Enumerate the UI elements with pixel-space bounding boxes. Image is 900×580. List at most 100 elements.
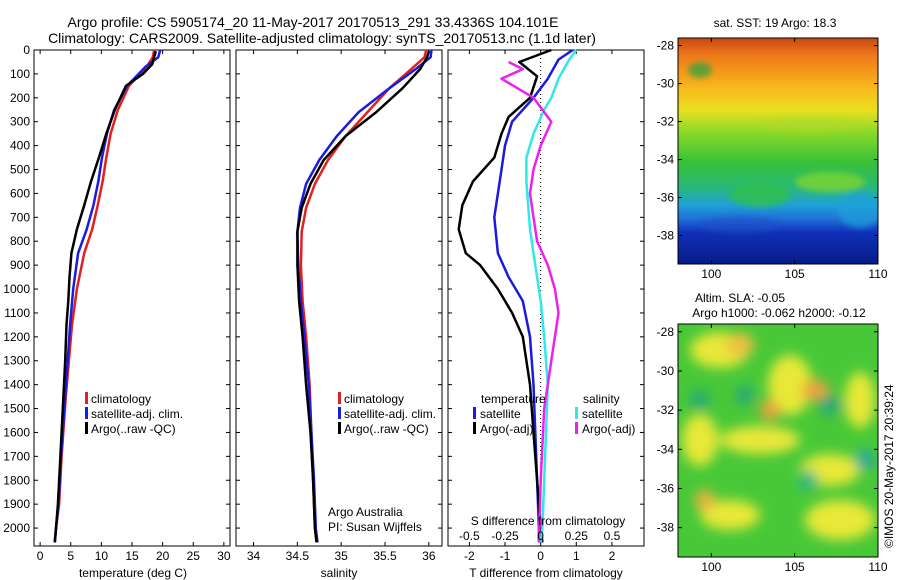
map-y-tick-label: -34: [657, 153, 675, 167]
difference-axes-frame: [447, 49, 645, 547]
s-tick-label: 0.5: [604, 529, 621, 543]
legend-label-s-argo: Argo(-adj): [582, 422, 635, 436]
difference-panel: -2 -1 0 1 2 temperature salinity satellite A…: [447, 48, 645, 580]
annotation-line2: PI: Susan Wijffels: [328, 520, 422, 534]
legend-swatch-t-argo: [473, 422, 476, 434]
x-tick-label: 5: [67, 549, 74, 563]
y-tick-label: 1000: [3, 282, 30, 296]
y-tick-label: 1500: [3, 402, 30, 416]
legend-swatch-satellite: [85, 407, 88, 419]
x-tick-label: 1: [573, 549, 580, 563]
series-line-2: [53, 50, 158, 543]
sst-texture: [688, 62, 878, 233]
series-line-3: [500, 60, 560, 543]
map-y-tick-label: -32: [657, 403, 675, 417]
legend-swatch-argo: [85, 422, 88, 434]
s-tick-label: -0.5: [459, 529, 480, 543]
y-tick-label: 200: [10, 91, 30, 105]
legend-swatch-climatology: [85, 392, 88, 404]
x-tick-label: 10: [95, 549, 109, 563]
legend-label-argo: Argo(..raw -QC): [91, 422, 176, 436]
series-line-2: [296, 50, 431, 543]
legend-label-satellite: satellite-adj. clim.: [91, 407, 183, 421]
salinity-xlabel: salinity: [321, 566, 358, 580]
x-tick-label: 36: [422, 549, 436, 563]
y-tick-label: 1800: [3, 473, 30, 487]
sla-map-title-line1: Altim. SLA: -0.05: [695, 291, 785, 305]
legend-swatch-argo: [338, 422, 341, 434]
x-tick-label: -2: [464, 549, 475, 563]
sla-map-title-line2: Argo h1000: -0.062 h2000: -0.12: [692, 306, 866, 320]
y-tick-label: 700: [10, 210, 30, 224]
y-tick-label: 2000: [3, 521, 30, 535]
y-tick-label: 400: [10, 139, 30, 153]
x-tick-label: 25: [187, 549, 201, 563]
legend-swatch-climatology: [338, 392, 341, 404]
map-y-tick-label: -38: [657, 229, 675, 243]
map-y-tick-label: -34: [657, 442, 675, 456]
y-tick-label: 1300: [3, 354, 30, 368]
y-tick-label: 1200: [3, 330, 30, 344]
map-y-tick-label: -28: [657, 325, 675, 339]
x-tick-label: 0: [537, 549, 544, 563]
legend-swatch-s-satellite: [575, 407, 578, 419]
series-line-1: [296, 49, 433, 543]
map-y-tick-label: -30: [657, 77, 675, 91]
y-tick-label: 0: [23, 43, 30, 57]
temperature-xlabel: temperature (deg C): [79, 566, 187, 580]
salinity-legend: climatology satellite-adj. clim. Argo(..…: [338, 392, 436, 436]
temperature-legend: climatology satellite-adj. clim. Argo(..…: [85, 392, 183, 436]
copyright-timestamp: ©IMOS 20-May-2017 20:39:24: [882, 384, 896, 548]
map-x-tick-label: 110: [868, 560, 887, 574]
x-tick-label: 34: [247, 549, 261, 563]
title-line1: Argo profile: CS 5905174_20 11-May-2017 …: [68, 14, 559, 30]
map-x-tick-label: 100: [701, 560, 721, 574]
s-difference-label: S difference from climatology: [471, 514, 626, 528]
y-tick-label: 600: [10, 186, 30, 200]
map-x-tick-label: 100: [701, 267, 721, 281]
y-tick-label: 1400: [3, 378, 30, 392]
x-tick-label: 30: [217, 549, 231, 563]
legend-label-s-satellite: satellite: [582, 407, 623, 421]
legend-swatch-t-satellite: [473, 407, 476, 419]
legend-label-t-argo: Argo(-adj): [480, 422, 533, 436]
series-line-1: [53, 49, 162, 543]
s-tick-label: 0.25: [565, 529, 589, 543]
map-y-tick-label: -32: [657, 115, 675, 129]
map-y-tick-label: -36: [657, 191, 675, 205]
title-line2: Climatology: CARS2009. Satellite-adjuste…: [48, 30, 596, 46]
temperature-axes-frame: [33, 49, 231, 547]
legend-label-satellite: satellite-adj. clim.: [344, 407, 436, 421]
x-tick-label: -1: [500, 549, 511, 563]
series-line-1: [457, 48, 552, 543]
legend-label-argo: Argo(..raw -QC): [344, 422, 429, 436]
salinity-panel: 34 34.5 35 35.5 36 climatology satellite-adj…: [235, 49, 443, 580]
legend-swatch-s-argo: [575, 422, 578, 434]
y-tick-label: 1100: [4, 306, 30, 320]
s-tick-label: -0.25: [491, 529, 519, 543]
y-tick-label: 1900: [3, 497, 30, 511]
sla-texture: [682, 332, 875, 540]
sst-map-frame: [677, 37, 879, 265]
legend-label-climatology: climatology: [344, 392, 404, 406]
legend-swatch-satellite: [338, 407, 341, 419]
x-tick-label: 20: [156, 549, 170, 563]
x-tick-label: 2: [609, 549, 616, 563]
legend-header-salinity: salinity: [583, 392, 620, 406]
series-line-0: [299, 49, 428, 543]
legend-label-climatology: climatology: [91, 392, 151, 406]
y-tick-label: 100: [10, 67, 30, 81]
sla-map: Altim. SLA: -0.05 Argo h1000: -0.062 h20…: [657, 291, 888, 574]
map-y-tick-label: -38: [657, 521, 675, 535]
y-tick-label: 300: [10, 115, 30, 129]
legend-label-t-satellite: satellite: [480, 407, 521, 421]
map-x-tick-label: 110: [868, 267, 887, 281]
x-tick-label: 35: [335, 549, 349, 563]
x-tick-label: 35.5: [373, 549, 397, 563]
x-tick-label: 15: [125, 549, 139, 563]
map-y-tick-label: -30: [657, 364, 675, 378]
y-tick-label: 500: [10, 163, 30, 177]
s-tick-label: 0: [537, 529, 544, 543]
t-difference-label: T difference from climatology: [469, 566, 623, 580]
